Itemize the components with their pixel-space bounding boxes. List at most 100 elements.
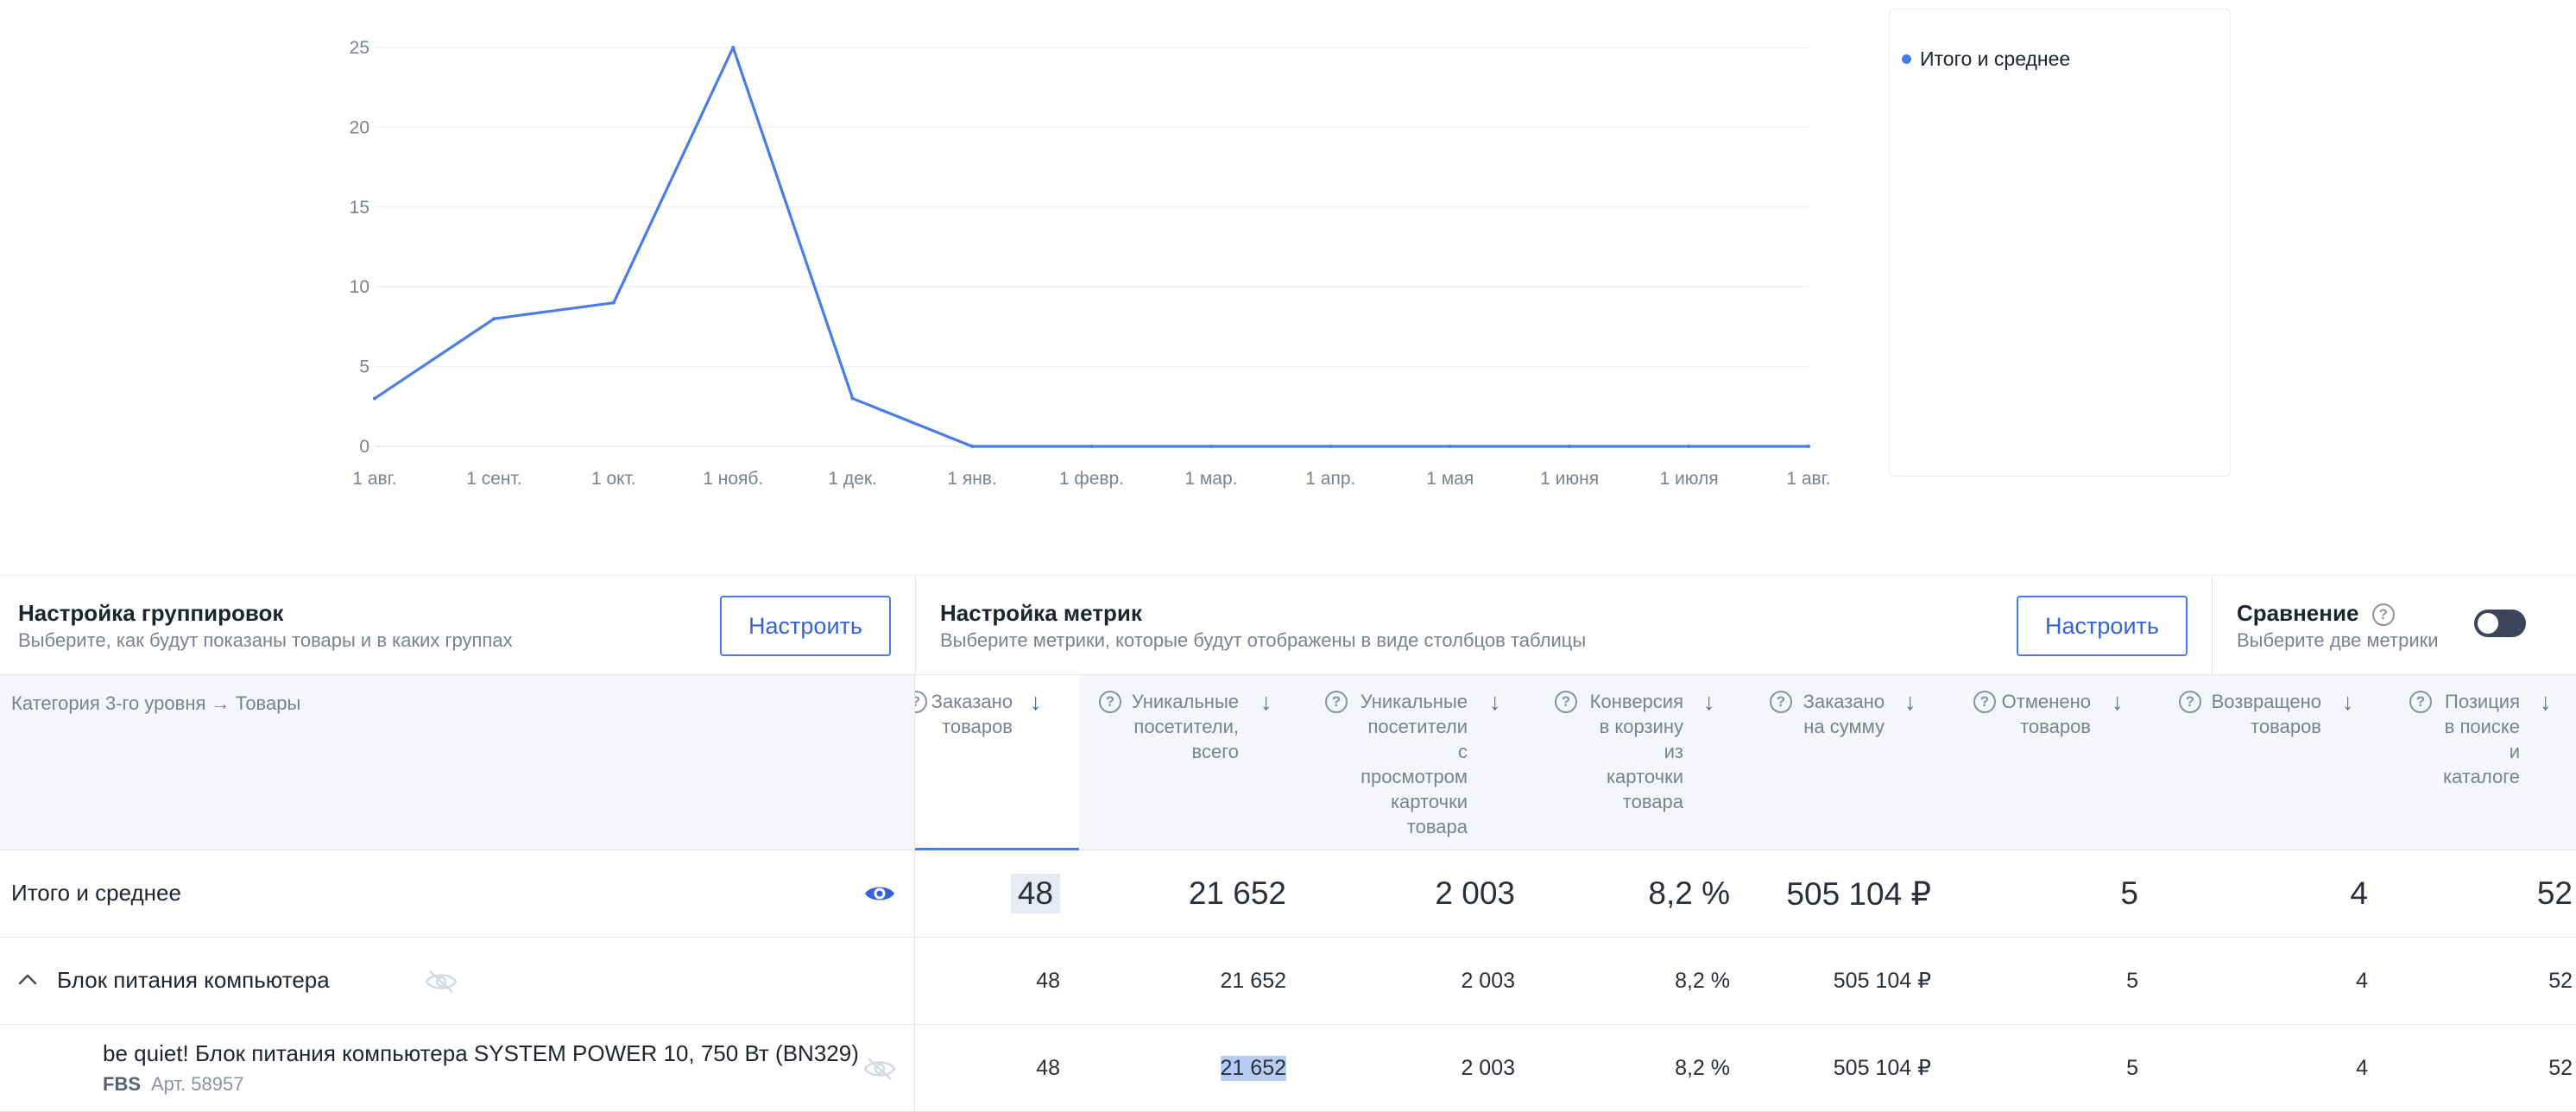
column-header-line: карточки xyxy=(1390,791,1468,812)
data-point[interactable] xyxy=(492,317,496,321)
metric-value: 505 104 ₽ xyxy=(1833,1056,1931,1080)
help-icon[interactable]: ? xyxy=(1770,691,1792,713)
column-header-line: Заказано xyxy=(1803,691,1885,712)
metric-cell: 505 104 ₽ xyxy=(1834,938,1931,1024)
data-point[interactable] xyxy=(1448,445,1452,448)
column-header-label: Конверсия в корзину из карточки товара xyxy=(1590,689,1683,814)
metrics-configure-button[interactable]: Настроить xyxy=(2017,596,2188,656)
metric-value: 5 xyxy=(2120,875,2138,911)
sort-arrow-icon[interactable]: ↓ xyxy=(1904,689,1916,715)
chart-legend-panel: Итого и среднее xyxy=(1889,9,2231,477)
help-icon[interactable]: ? xyxy=(1973,691,1996,713)
column-header[interactable] xyxy=(915,675,1079,850)
metric-value: 5 xyxy=(2126,1055,2138,1080)
x-tick-label: 1 янв. xyxy=(947,469,996,489)
table-frozen-column: Категория 3-го уровня → Товары Итого и с… xyxy=(0,675,915,1112)
metric-cell: 48 xyxy=(1036,938,1060,1024)
article-number: Арт. 58957 xyxy=(151,1073,244,1095)
metric-value: 52 xyxy=(2536,875,2573,911)
column-header-line: посетители, xyxy=(1133,716,1239,737)
y-tick-label: 0 xyxy=(359,437,369,457)
metrics-settings: Настройка метрик Выберите метрики, котор… xyxy=(915,576,2212,676)
item-row[interactable]: 48 21 652 2 003 8,2 % 505 104 ₽ 5 4 52 xyxy=(915,1025,2576,1112)
metric-value: 8,2 % xyxy=(1675,968,1730,993)
help-icon[interactable]: ? xyxy=(1555,691,1577,713)
legend-item-total[interactable]: Итого и среднее xyxy=(1902,47,2070,71)
data-point[interactable] xyxy=(1209,445,1213,448)
x-tick-label: 1 окт. xyxy=(591,469,636,489)
data-point[interactable] xyxy=(1568,445,1572,448)
column-header-line: товаров xyxy=(2020,716,2091,737)
sort-arrow-icon[interactable]: ↓ xyxy=(2540,689,2552,715)
group-row[interactable]: 48 21 652 2 003 8,2 % 505 104 ₽ 5 4 52 xyxy=(915,938,2576,1025)
metric-value: 48 xyxy=(1010,874,1060,913)
metric-cell: 2 003 xyxy=(1461,1025,1515,1111)
eye-off-icon[interactable] xyxy=(863,1056,896,1082)
sort-arrow-icon[interactable]: ↓ xyxy=(1030,689,1042,715)
chevron-up-icon[interactable] xyxy=(17,972,38,986)
group-row-label: Блок питания компьютера xyxy=(57,967,330,993)
metric-value: 2 003 xyxy=(1461,968,1515,993)
y-tick-label: 20 xyxy=(350,117,369,137)
divider xyxy=(2212,576,2213,676)
compare-toggle[interactable] xyxy=(2474,610,2526,637)
item-meta: FBS Арт. 58957 xyxy=(103,1070,243,1096)
help-icon[interactable]: ? xyxy=(2179,691,2201,713)
metric-cell: 21 652 xyxy=(1189,850,1286,937)
series-line[interactable] xyxy=(374,46,1809,448)
metric-cell: 2 003 xyxy=(1461,938,1515,1024)
sort-arrow-icon[interactable]: ↓ xyxy=(1703,689,1715,715)
sort-arrow-icon[interactable]: ↓ xyxy=(2112,689,2124,715)
data-point[interactable] xyxy=(1687,445,1691,448)
toggle-knob xyxy=(2478,613,2498,634)
help-icon[interactable]: ? xyxy=(2371,603,2395,627)
group-column-header-label: Категория 3-го уровня → Товары xyxy=(11,692,301,714)
column-header-line: товаров xyxy=(942,716,1013,737)
grouping-subtitle: Выберите, как будут показаны товары и в … xyxy=(18,629,513,651)
column-header-line: просмотром xyxy=(1361,766,1468,787)
column-header-line: товара xyxy=(1622,791,1683,812)
data-point[interactable] xyxy=(970,445,975,448)
eye-off-icon[interactable] xyxy=(425,969,458,995)
sort-arrow-icon[interactable]: ↓ xyxy=(1489,689,1501,715)
grouping-title: Настройка группировок xyxy=(18,600,284,626)
data-point[interactable] xyxy=(731,46,736,49)
metric-cell: 4 xyxy=(2356,938,2368,1024)
grouping-configure-button[interactable]: Настроить xyxy=(720,596,891,656)
metric-value: 2 003 xyxy=(1435,875,1515,911)
column-header-label: Позиция в поиске и каталоге xyxy=(2443,689,2520,789)
data-point[interactable] xyxy=(1329,445,1333,448)
legend-label: Итого и среднее xyxy=(1920,47,2071,70)
data-point[interactable] xyxy=(1089,445,1094,448)
metric-cell: 4 xyxy=(2356,1025,2368,1111)
column-header-line: Возвращено xyxy=(2211,691,2321,712)
data-point[interactable] xyxy=(373,396,376,401)
sort-arrow-icon[interactable]: ↓ xyxy=(2342,689,2354,715)
help-icon[interactable]: ? xyxy=(1099,691,1121,713)
eye-icon[interactable] xyxy=(863,881,896,906)
item-row-label[interactable]: be quiet! Блок питания компьютера SYSTEM… xyxy=(103,1040,859,1066)
group-column-header[interactable]: Категория 3-го уровня → Товары xyxy=(0,675,914,850)
divider xyxy=(915,576,916,676)
help-icon[interactable]: ? xyxy=(1325,691,1348,713)
data-point[interactable] xyxy=(1807,445,1810,448)
metric-value: 21 652 xyxy=(1220,1055,1286,1081)
grouping-settings: Настройка группировок Выберите, как буду… xyxy=(0,576,915,676)
metric-value: 2 003 xyxy=(1461,1055,1515,1080)
metric-value: 5 xyxy=(2126,968,2138,993)
data-point[interactable] xyxy=(611,300,616,305)
total-row-label: Итого и среднее xyxy=(11,880,181,906)
total-row: 48 21 652 2 003 8,2 % 505 104 ₽ 5 4 52 xyxy=(915,850,2576,938)
column-header-line: Отменено xyxy=(2001,691,2091,712)
metric-cell: 2 003 xyxy=(1435,850,1515,937)
item-row-label-cell: be quiet! Блок питания компьютера SYSTEM… xyxy=(0,1025,914,1112)
metric-cell: 8,2 % xyxy=(1675,1025,1730,1111)
data-point[interactable] xyxy=(850,396,855,401)
column-header-line: посетители xyxy=(1367,716,1468,737)
help-icon[interactable]: ? xyxy=(2409,691,2432,713)
metric-cell: 48 xyxy=(1010,850,1060,937)
x-tick-label: 1 мар. xyxy=(1184,469,1237,489)
column-header-label: Заказано на сумму xyxy=(1803,689,1885,739)
sort-arrow-icon[interactable]: ↓ xyxy=(1260,689,1272,715)
table-metrics-area[interactable]: ? Заказано товаров ↓? Уникальные посетители, в… xyxy=(915,675,2576,1112)
